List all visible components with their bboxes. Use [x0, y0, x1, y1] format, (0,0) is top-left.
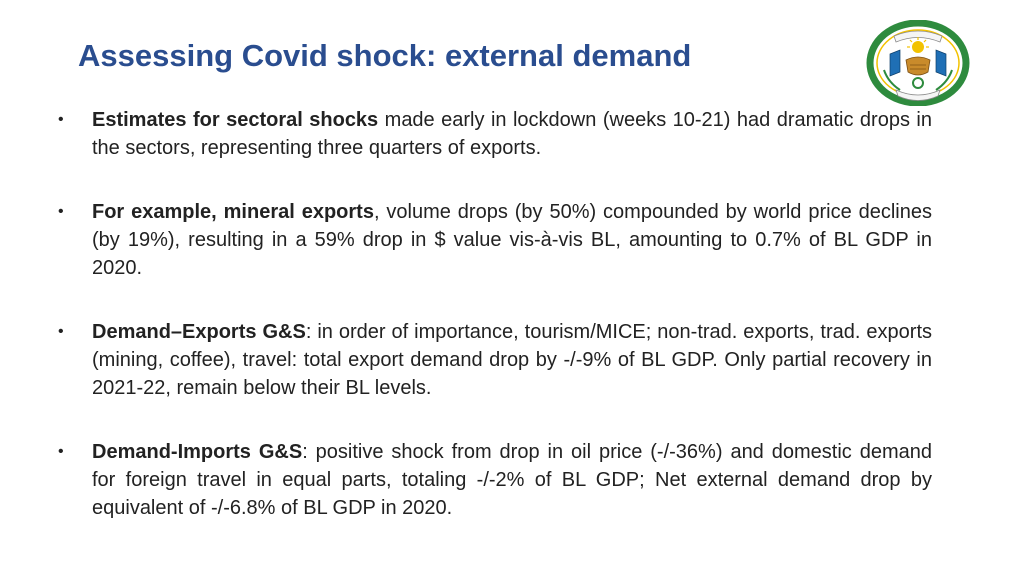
bullet-lead: For example, mineral exports — [92, 201, 374, 223]
bullet-lead: Demand-Imports G&S — [92, 441, 303, 463]
bullet-item-demand-imports: • Demand-Imports G&S: positive shock fro… — [56, 438, 932, 522]
bullet-item-demand-exports: • Demand–Exports G&S: in order of import… — [56, 318, 932, 402]
bullet-icon: • — [58, 323, 64, 340]
bullet-text: , volume drops (by 50%) compounded by wo… — [92, 201, 932, 279]
bullet-icon: • — [58, 203, 64, 220]
bullet-icon: • — [58, 443, 64, 460]
bullet-text: made early in lockdown (weeks 10-21) had… — [92, 109, 932, 159]
bullet-list: • Estimates for sectoral shocks made ear… — [56, 106, 932, 522]
slide-title: Assessing Covid shock: external demand — [78, 38, 692, 73]
rwanda-coat-of-arms-icon — [866, 20, 970, 106]
bullet-text: : positive shock from drop in oil price … — [92, 441, 932, 519]
bullet-text: : in order of importance, tourism/MICE; … — [92, 321, 932, 399]
bullet-item-mineral-exports: • For example, mineral exports, volume d… — [56, 198, 932, 282]
bullet-icon: • — [58, 111, 64, 128]
bullet-lead: Demand–Exports G&S — [92, 321, 306, 343]
bullet-lead: Estimates for sectoral shocks — [92, 109, 379, 131]
bullet-item-sectoral-shocks: • Estimates for sectoral shocks made ear… — [56, 106, 932, 162]
